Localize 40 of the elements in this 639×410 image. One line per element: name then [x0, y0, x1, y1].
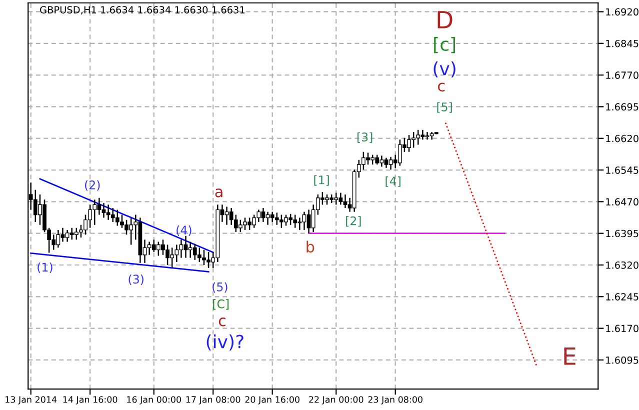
- x-tick-label: 23 Jan 08:00: [368, 396, 422, 404]
- x-tick-label: 16 Jan 00:00: [127, 396, 181, 404]
- y-tick-label: 1.6095: [606, 356, 638, 364]
- annotation: [5]: [437, 102, 452, 113]
- annotation: [1]: [314, 175, 329, 186]
- x-tick-label: 22 Jan 00:00: [309, 396, 364, 404]
- annotation: (4): [176, 225, 192, 236]
- annotation: (2): [85, 180, 100, 191]
- x-tick-label: 13 Jan 2014: [6, 396, 57, 404]
- annotation: (1): [38, 262, 52, 274]
- annotation: (5): [212, 282, 228, 293]
- annotation: (3): [128, 274, 144, 285]
- y-tick-label: 1.6845: [606, 40, 638, 48]
- y-tick-label: 1.6695: [606, 103, 638, 111]
- annotation: (iv)?: [206, 334, 244, 350]
- annotation: c: [218, 318, 226, 326]
- annotation: a: [215, 188, 222, 198]
- annotation: c: [438, 82, 445, 92]
- x-tick-label: 20 Jan 16:00: [245, 396, 300, 404]
- x-tick-label: 14 Jan 16:00: [63, 396, 118, 404]
- x-tick-label: 17 Jan 08:00: [186, 396, 240, 404]
- annotation: [c]: [434, 37, 456, 54]
- annotation: E: [564, 347, 576, 365]
- y-tick-label: 1.6245: [606, 293, 638, 300]
- annotation: [4]: [386, 176, 400, 187]
- y-tick-label: 1.6920: [606, 8, 638, 16]
- y-tick-label: 1.6470: [606, 198, 638, 206]
- annotation: [2]: [346, 216, 361, 227]
- annotation: b: [306, 240, 314, 253]
- y-tick-label: 1.6620: [606, 134, 638, 142]
- annotation: D: [438, 11, 452, 28]
- chart-title: GBPUSD,H1 1.6634 1.6634 1.6630 1.6631: [40, 6, 244, 14]
- y-tick-label: 1.6170: [606, 324, 638, 332]
- y-tick-label: 1.6545: [606, 166, 638, 174]
- annotation: [3]: [357, 132, 372, 143]
- annotation: [C]: [213, 299, 229, 310]
- y-tick-label: 1.6395: [606, 230, 638, 238]
- annotation: (v): [434, 61, 456, 78]
- y-tick-label: 1.6770: [606, 72, 638, 79]
- y-tick-label: 1.6320: [606, 261, 638, 269]
